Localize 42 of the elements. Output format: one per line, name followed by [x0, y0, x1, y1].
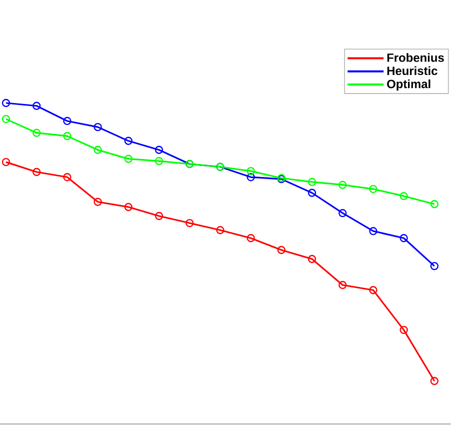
point	[338, 209, 347, 218]
point	[2, 158, 10, 166]
point	[154, 157, 164, 166]
point	[400, 234, 408, 242]
point	[369, 184, 378, 194]
point	[32, 102, 41, 110]
point	[154, 146, 164, 154]
point	[400, 326, 408, 334]
point	[246, 166, 255, 176]
point	[338, 180, 347, 189]
point	[369, 286, 378, 294]
point	[2, 114, 10, 124]
point	[94, 198, 102, 206]
point	[63, 173, 72, 182]
legend-label: Frobenius	[387, 53, 444, 62]
point	[216, 226, 224, 234]
point	[246, 234, 255, 242]
point	[186, 218, 194, 228]
point	[32, 128, 41, 137]
point	[94, 122, 102, 132]
legend-label: Optimal	[387, 79, 430, 91]
point	[124, 136, 132, 145]
point	[430, 376, 438, 386]
point	[94, 146, 102, 154]
point	[2, 98, 10, 108]
point	[32, 168, 41, 176]
point	[124, 154, 132, 163]
point	[430, 262, 438, 270]
point	[277, 246, 286, 254]
point	[338, 280, 347, 290]
point	[246, 173, 255, 182]
point	[308, 188, 316, 197]
point	[308, 178, 316, 186]
point	[369, 226, 378, 236]
point	[63, 132, 72, 140]
point	[400, 192, 408, 200]
point	[308, 254, 316, 264]
point	[154, 212, 164, 220]
legend-label: Heuristic	[387, 66, 438, 76]
point	[124, 202, 132, 212]
point	[63, 116, 72, 126]
point	[430, 200, 438, 208]
